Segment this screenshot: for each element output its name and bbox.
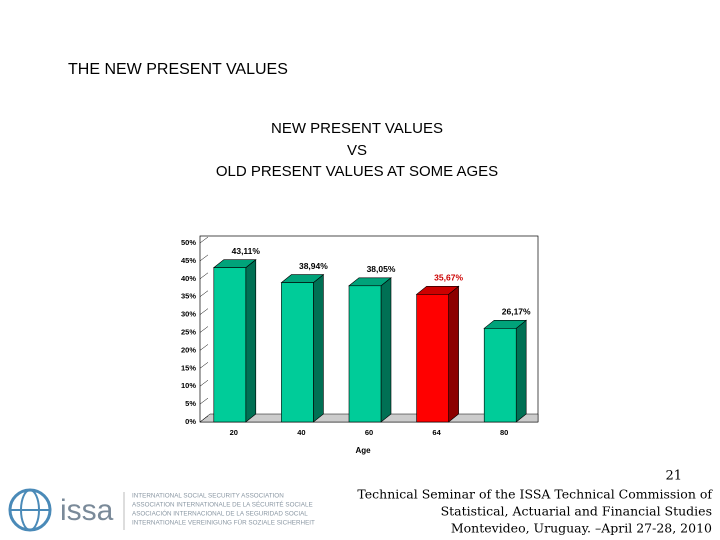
- value-label: 38,05%: [367, 264, 396, 274]
- bar-side-shade: [313, 274, 324, 422]
- bar-side-shade: [245, 259, 256, 422]
- logo-name: issa: [60, 494, 114, 527]
- bar: [213, 267, 247, 423]
- y-tick: [199, 308, 209, 315]
- y-tick-label: 35%: [181, 292, 196, 301]
- footer-line: Statistical, Actuarial and Financial Stu…: [441, 504, 712, 519]
- bar-side-shade: [448, 286, 459, 422]
- x-tick-label: 60: [365, 428, 373, 437]
- y-tick-label: 20%: [181, 345, 196, 354]
- y-tick: [199, 344, 209, 351]
- bar-top-shade: [213, 259, 256, 268]
- value-label: 35,67%: [434, 273, 463, 283]
- bar-side-shade: [516, 320, 527, 422]
- y-tick: [199, 272, 209, 279]
- y-tick-label: 25%: [181, 327, 196, 336]
- logo-text: INTERNATIONAL SOCIAL SECURITY ASSOCIATIO…: [132, 493, 284, 500]
- x-tick-label: 64: [432, 428, 441, 437]
- x-axis-label: Age: [355, 446, 371, 455]
- bar-top-shade: [416, 286, 459, 295]
- bar-top-shade: [281, 274, 324, 283]
- y-tick-label: 45%: [181, 256, 196, 265]
- y-tick: [199, 380, 209, 387]
- logo-text: ASSOCIATION INTERNATIONALE DE LA SÉCURIT…: [132, 500, 313, 509]
- x-tick-label: 20: [230, 428, 238, 437]
- bar: [483, 328, 517, 423]
- y-tick: [199, 397, 209, 405]
- chart-title: OLD PRESENT VALUES AT SOME AGES: [216, 163, 498, 180]
- y-tick-label: 15%: [181, 363, 196, 372]
- chart-title: VS: [347, 142, 367, 159]
- y-tick: [199, 362, 209, 369]
- value-label: 38,94%: [299, 261, 328, 271]
- bar: [281, 282, 314, 423]
- y-tick-label: 5%: [185, 399, 196, 408]
- logo-text: ASOCIACIÓN INTERNACIONAL DE LA SEGURIDAD…: [132, 509, 308, 518]
- value-label: 43,11%: [232, 246, 261, 256]
- y-tick-label: 0%: [185, 417, 196, 426]
- bar-side-shade: [381, 277, 391, 422]
- y-tick: [199, 290, 209, 297]
- y-tick: [199, 326, 209, 333]
- y-tick-label: 40%: [181, 274, 196, 283]
- page-number: 21: [665, 469, 682, 484]
- y-tick-label: 10%: [181, 381, 196, 390]
- bar-top-shade: [349, 277, 391, 286]
- y-tick: [199, 254, 209, 262]
- value-label: 26,17%: [502, 307, 531, 317]
- footer-line: Montevideo, Uruguay. –April 27-28, 2010: [451, 521, 712, 536]
- x-tick-label: 40: [297, 428, 305, 437]
- logo-text: INTERNATIONALE VEREINIGUNG FÜR SOZIALE S…: [132, 519, 315, 527]
- y-tick-label: 50%: [181, 238, 196, 247]
- slide-title: THE NEW PRESENT VALUES: [68, 61, 288, 78]
- bar-top-shade: [484, 320, 527, 329]
- y-tick: [199, 415, 209, 423]
- chart-title: NEW PRESENT VALUES: [271, 120, 443, 137]
- footer-line: Technical Seminar of the ISSA Technical …: [357, 487, 713, 502]
- bar: [348, 285, 382, 423]
- x-tick-label: 80: [500, 428, 508, 437]
- y-tick: [199, 236, 209, 244]
- logo: issa INTERNATIONAL SOCIAL SECURITY ASSOC…: [8, 488, 315, 532]
- y-tick-label: 30%: [181, 310, 196, 319]
- bar: [416, 294, 449, 423]
